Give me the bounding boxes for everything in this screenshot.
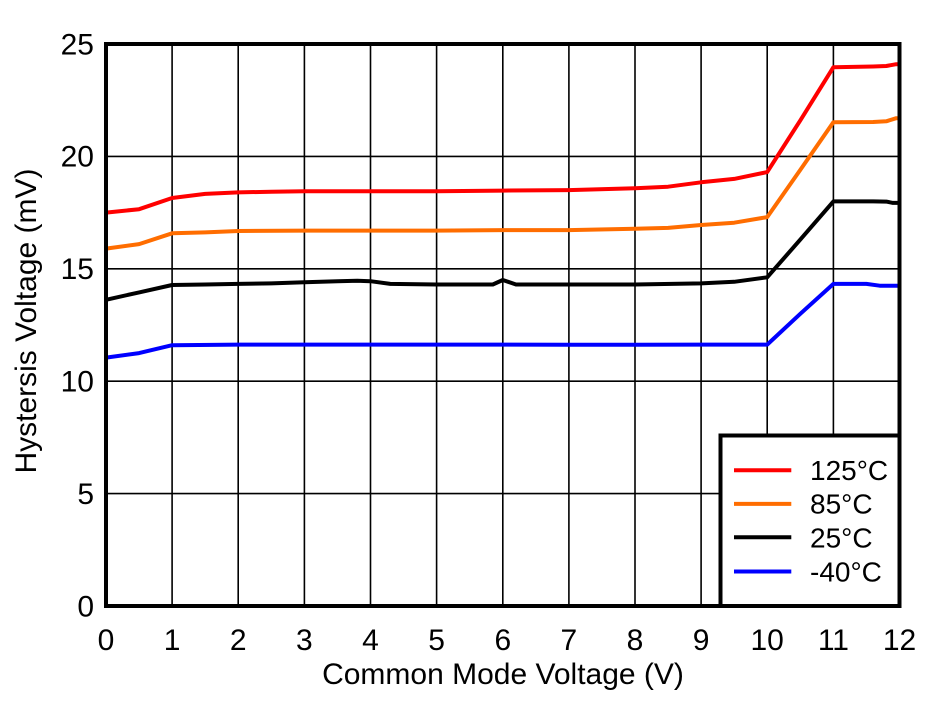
svg-text:25: 25 bbox=[61, 28, 94, 61]
svg-text:1: 1 bbox=[164, 624, 181, 657]
svg-text:6: 6 bbox=[494, 624, 511, 657]
svg-text:125°C: 125°C bbox=[810, 455, 888, 486]
svg-text:0: 0 bbox=[77, 590, 94, 623]
svg-text:7: 7 bbox=[561, 624, 578, 657]
svg-text:5: 5 bbox=[428, 624, 445, 657]
svg-text:Hystersis Voltage (mV): Hystersis Voltage (mV) bbox=[10, 168, 43, 473]
svg-text:9: 9 bbox=[693, 624, 710, 657]
svg-text:12: 12 bbox=[883, 624, 916, 657]
svg-text:10: 10 bbox=[61, 366, 94, 399]
svg-text:11: 11 bbox=[818, 624, 849, 657]
svg-text:10: 10 bbox=[751, 624, 784, 657]
svg-text:-40°C: -40°C bbox=[810, 556, 882, 587]
svg-text:3: 3 bbox=[296, 624, 313, 657]
svg-text:5: 5 bbox=[77, 478, 94, 511]
svg-text:2: 2 bbox=[230, 624, 247, 657]
svg-text:8: 8 bbox=[627, 624, 644, 657]
svg-text:20: 20 bbox=[61, 141, 94, 174]
svg-text:4: 4 bbox=[362, 624, 379, 657]
svg-text:25°C: 25°C bbox=[810, 523, 873, 554]
svg-text:Common Mode Voltage (V): Common Mode Voltage (V) bbox=[322, 658, 684, 691]
svg-text:15: 15 bbox=[61, 253, 94, 286]
svg-text:85°C: 85°C bbox=[810, 489, 873, 520]
svg-text:0: 0 bbox=[98, 624, 115, 657]
